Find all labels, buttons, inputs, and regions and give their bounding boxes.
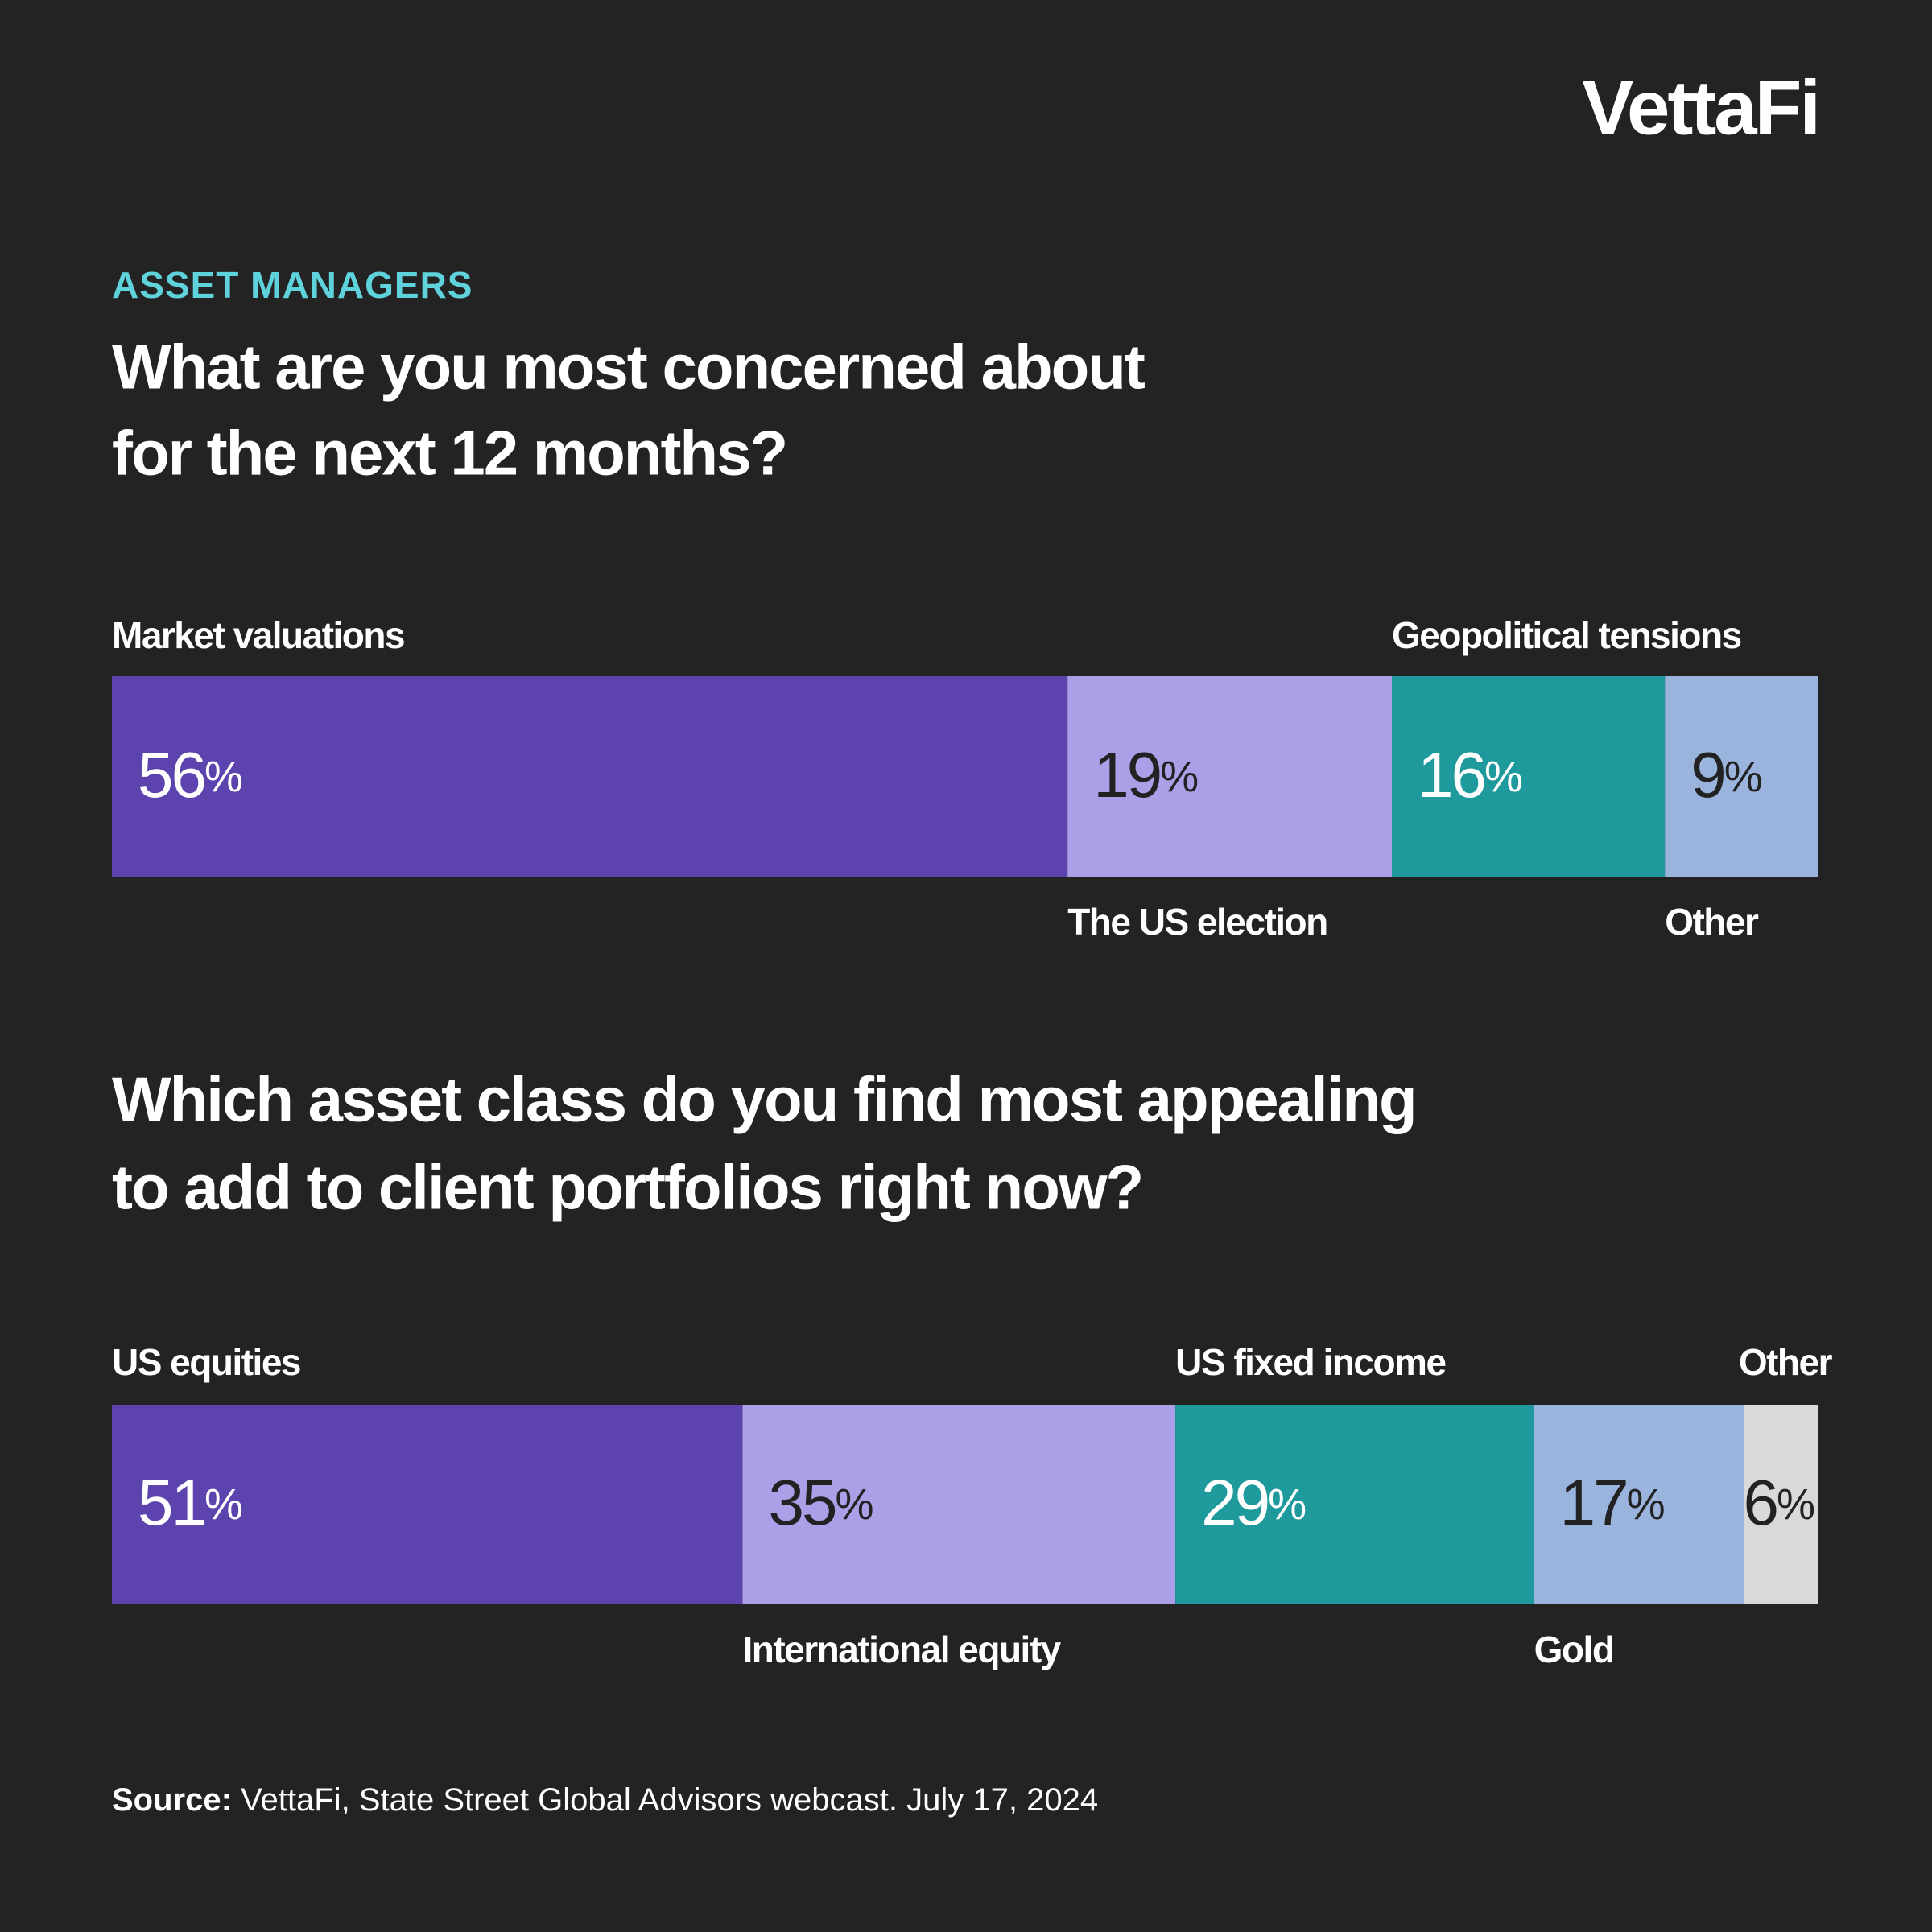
value-label-part: 51 (138, 1467, 204, 1538)
chart-title: Which asset class do you find most appea… (112, 1064, 1416, 1135)
kicker: ASSET MANAGERS (112, 264, 473, 306)
value-label: 35% (768, 1467, 873, 1538)
bar-segment (112, 1405, 743, 1604)
category-label: US fixed income (1175, 1341, 1446, 1383)
value-label-part: % (204, 1480, 243, 1529)
value-label-part: 17 (1560, 1467, 1627, 1538)
value-label-part: 35 (768, 1467, 835, 1538)
bar-segment (1744, 1405, 1818, 1604)
value-label-part: 16 (1418, 739, 1484, 811)
value-label-part: % (1160, 753, 1199, 801)
value-label: 51% (138, 1467, 243, 1538)
value-label-part: 19 (1093, 739, 1160, 811)
value-label: 16% (1418, 739, 1523, 811)
source: Source: VettaFi, State Street Global Adv… (112, 1782, 1098, 1818)
bar-segment (1175, 1405, 1534, 1604)
value-label: 19% (1093, 739, 1199, 811)
value-label: 6% (1743, 1467, 1815, 1538)
value-label-part: % (835, 1480, 873, 1529)
category-label: International equity (742, 1629, 1061, 1670)
category-label: Other (1665, 901, 1759, 943)
value-label: 56% (138, 739, 243, 811)
category-label: The US election (1067, 901, 1327, 943)
bar-segment (1534, 1405, 1744, 1604)
value-label-part: % (204, 753, 243, 801)
category-label: Gold (1534, 1629, 1614, 1670)
value-label-part: % (1268, 1480, 1307, 1529)
bar-segment (1067, 676, 1392, 877)
value-label-part: % (1627, 1480, 1666, 1529)
bar-segment (1392, 676, 1666, 877)
value-label-part: % (1724, 753, 1763, 801)
value-label-part: % (1777, 1480, 1815, 1529)
value-label: 29% (1201, 1467, 1307, 1538)
category-label: US equities (112, 1341, 300, 1383)
category-label: Other (1739, 1341, 1833, 1383)
value-label-part: % (1484, 753, 1523, 801)
chart-title: for the next 12 months? (112, 418, 786, 489)
source-label: Source: (112, 1782, 232, 1818)
chart-title: to add to client portfolios right now? (112, 1152, 1142, 1223)
source-text: VettaFi, State Street Global Advisors we… (241, 1782, 1098, 1818)
chart-title: What are you most concerned about (112, 332, 1146, 402)
brand-logo: VettaFi (1582, 64, 1818, 151)
bar-segment (1665, 676, 1818, 877)
value-label-part: 9 (1690, 739, 1724, 811)
value-label-part: 56 (138, 739, 204, 811)
category-label: Geopolitical tensions (1392, 614, 1741, 656)
value-label-part: 6 (1743, 1467, 1777, 1538)
value-label: 9% (1690, 739, 1763, 811)
value-label-part: 29 (1201, 1467, 1268, 1538)
bar-segment (742, 1405, 1176, 1604)
bar-segment (112, 676, 1068, 877)
value-label: 17% (1560, 1467, 1666, 1538)
category-label: Market valuations (112, 614, 404, 656)
